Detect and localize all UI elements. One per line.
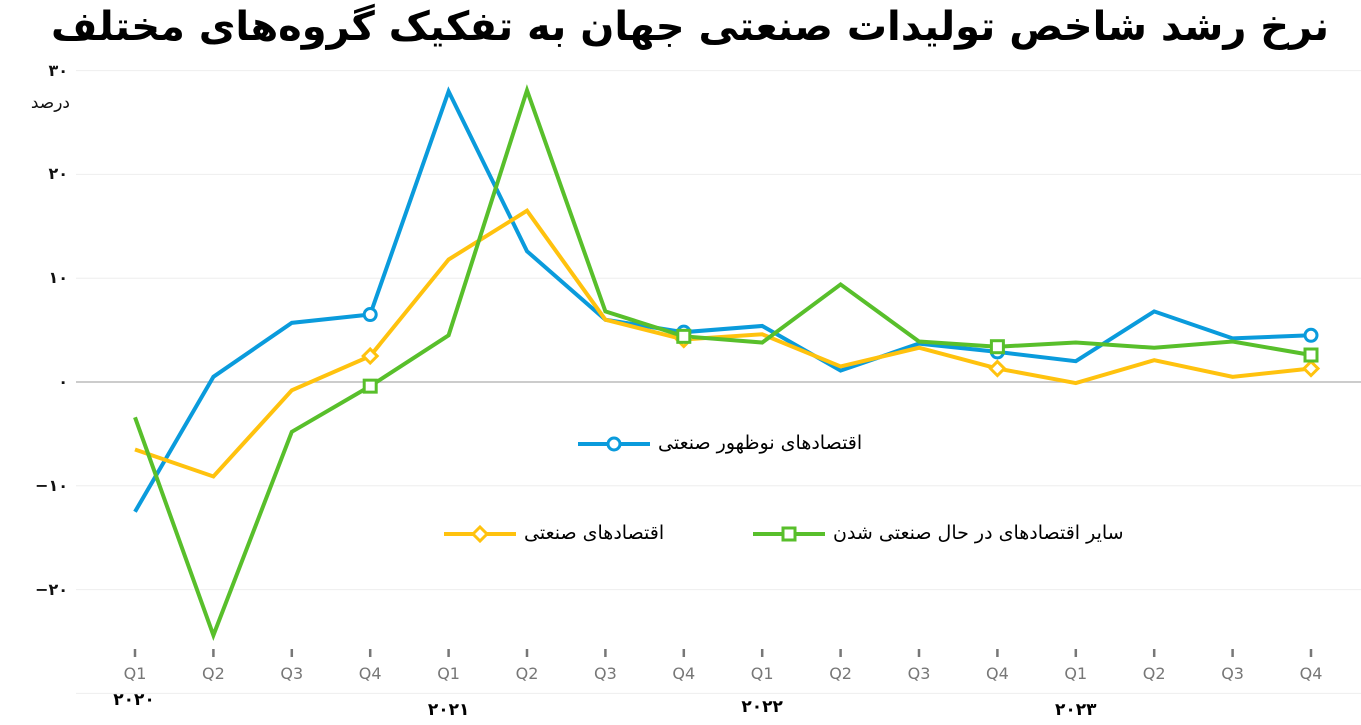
x-tick-label: Q4 bbox=[358, 664, 382, 683]
legend-label-other: سایر اقتصادهای در حال صنعتی شدن bbox=[833, 522, 1124, 544]
x-tick-label: Q2 bbox=[829, 664, 852, 683]
year-label: ۲۰۲۳ bbox=[1055, 700, 1097, 720]
square-marker-icon bbox=[1303, 347, 1319, 363]
x-tick-label: Q3 bbox=[280, 664, 304, 683]
y-tick-label: ۰ bbox=[58, 372, 68, 391]
x-tick-label: Q1 bbox=[750, 664, 774, 683]
chart-title: نرخ رشد شاخص تولیدات صنعتی جهان به تفکیک… bbox=[50, 4, 1330, 50]
year-label: ۲۰۲۰ bbox=[113, 690, 155, 710]
y-tick-label: ۳۰ bbox=[48, 60, 68, 80]
x-tick-label: Q1 bbox=[1064, 664, 1088, 683]
diamond-marker-icon bbox=[988, 359, 1007, 378]
diamond-marker-icon bbox=[444, 524, 516, 543]
x-tick-label: Q2 bbox=[515, 664, 539, 683]
y-tick-label: −۲۰ bbox=[35, 579, 68, 599]
x-tick-label: Q4 bbox=[986, 664, 1009, 683]
x-tick-label: Q1 bbox=[123, 664, 147, 683]
square-marker-icon bbox=[676, 328, 692, 344]
circle-marker-icon bbox=[578, 436, 650, 452]
series-line-other bbox=[133, 84, 1312, 642]
x-tick-label: Q2 bbox=[202, 664, 225, 683]
legend-label-industrial: اقتصادهای صنعتی bbox=[524, 522, 665, 544]
y-axis-unit: درصد bbox=[30, 93, 70, 113]
legend-label-emerging: اقتصادهای نوظهور صنعتی bbox=[658, 432, 863, 454]
diamond-marker-icon bbox=[361, 346, 380, 366]
series-line-industrial bbox=[134, 208, 1312, 479]
square-marker-icon bbox=[753, 526, 825, 542]
square-marker-icon bbox=[362, 378, 378, 394]
x-tick-label: Q4 bbox=[1299, 664, 1323, 683]
series-line-emerging bbox=[133, 86, 1312, 513]
y-tick-label: ۲۰ bbox=[48, 164, 68, 184]
year-label: ۲۰۲۱ bbox=[427, 700, 470, 720]
x-tick-label: Q4 bbox=[672, 664, 696, 683]
legend-item-other: سایر اقتصادهای در حال صنعتی شدن bbox=[753, 522, 1124, 544]
x-tick-label: Q3 bbox=[1221, 664, 1244, 683]
year-label: ۲۰۲۲ bbox=[741, 697, 783, 717]
circle-marker-icon bbox=[1303, 327, 1319, 343]
legend-item-industrial: اقتصادهای صنعتی bbox=[444, 522, 664, 544]
legend-item-emerging: اقتصادهای نوظهور صنعتی bbox=[578, 432, 862, 454]
x-tick-label: Q3 bbox=[907, 664, 931, 683]
square-marker-icon bbox=[989, 339, 1005, 355]
x-tick-label: Q3 bbox=[594, 664, 617, 683]
y-tick-label: −۱۰ bbox=[35, 475, 68, 495]
diamond-marker-icon bbox=[1301, 359, 1321, 378]
circle-marker-icon bbox=[362, 307, 378, 323]
y-tick-label: ۱۰ bbox=[48, 268, 68, 288]
x-tick-label: Q1 bbox=[437, 664, 460, 683]
x-tick-label: Q2 bbox=[1142, 664, 1166, 683]
